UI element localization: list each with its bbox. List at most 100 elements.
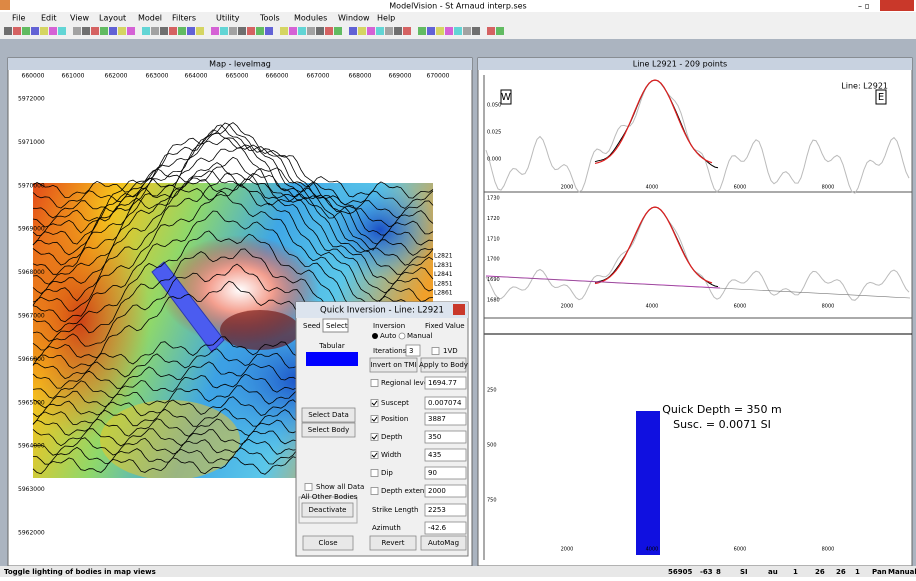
tool-button[interactable] — [82, 27, 90, 35]
button[interactable] — [369, 535, 417, 551]
tool-button[interactable] — [436, 27, 444, 35]
minimize[interactable]: – ▫ — [858, 2, 870, 11]
east-box — [875, 89, 887, 105]
tool-button[interactable] — [325, 27, 333, 35]
tool-button[interactable] — [196, 27, 204, 35]
label: Inversion — [373, 322, 405, 330]
checkbox[interactable] — [370, 433, 379, 441]
tool-button[interactable] — [142, 27, 150, 35]
tool-button[interactable] — [40, 27, 48, 35]
checkbox[interactable] — [370, 469, 379, 477]
tool-button[interactable] — [463, 27, 471, 35]
close-button[interactable] — [880, 0, 914, 11]
button[interactable] — [301, 422, 356, 438]
tool-button[interactable] — [385, 27, 393, 35]
button[interactable] — [301, 502, 354, 518]
button[interactable] — [301, 407, 356, 423]
button[interactable] — [420, 357, 467, 373]
tool-button[interactable] — [211, 27, 219, 35]
checkbox[interactable] — [370, 451, 379, 459]
tool-button[interactable] — [73, 27, 81, 35]
tool-button[interactable] — [487, 27, 495, 35]
tool-button[interactable] — [256, 27, 264, 35]
input[interactable] — [424, 430, 467, 444]
input[interactable] — [424, 448, 467, 462]
tool-button[interactable] — [289, 27, 297, 35]
tool-button[interactable] — [31, 27, 39, 35]
tool-button[interactable] — [178, 27, 186, 35]
menu-item[interactable]: Edit — [41, 14, 57, 23]
tool-button[interactable] — [238, 27, 246, 35]
tool-button[interactable] — [307, 27, 315, 35]
tool-button[interactable] — [22, 27, 30, 35]
menu-item[interactable]: Help — [377, 14, 395, 23]
tool-button[interactable] — [472, 27, 480, 35]
checkbox[interactable] — [431, 347, 440, 355]
menu-item[interactable]: Filters — [172, 14, 196, 23]
tool-button[interactable] — [220, 27, 228, 35]
input[interactable] — [424, 396, 467, 410]
tool-button[interactable] — [454, 27, 462, 35]
radio[interactable] — [372, 333, 378, 339]
menu-item[interactable]: Window — [338, 14, 370, 23]
radio[interactable] — [398, 332, 406, 340]
tool-button[interactable] — [187, 27, 195, 35]
tool-button[interactable] — [403, 27, 411, 35]
tool-button[interactable] — [58, 27, 66, 35]
menu-item[interactable]: Utility — [216, 14, 240, 23]
input[interactable] — [424, 466, 467, 480]
checkbox[interactable] — [370, 415, 379, 423]
tool-button[interactable] — [358, 27, 366, 35]
tool-button[interactable] — [298, 27, 306, 35]
tool-button[interactable] — [334, 27, 342, 35]
tool-button[interactable] — [376, 27, 384, 35]
tool-button[interactable] — [160, 27, 168, 35]
tool-button[interactable] — [265, 27, 273, 35]
menu-item[interactable]: View — [70, 14, 89, 23]
button[interactable] — [369, 357, 418, 373]
button[interactable] — [420, 535, 467, 551]
menu-item[interactable]: Layout — [99, 14, 126, 23]
tool-button[interactable] — [349, 27, 357, 35]
checkbox[interactable] — [370, 379, 379, 387]
menu-item[interactable]: Modules — [294, 14, 327, 23]
tool-button[interactable] — [109, 27, 117, 35]
group-box — [298, 496, 358, 524]
tool-button[interactable] — [280, 27, 288, 35]
tool-button[interactable] — [367, 27, 375, 35]
checkbox[interactable] — [304, 483, 313, 491]
tool-button[interactable] — [427, 27, 435, 35]
tool-button[interactable] — [127, 27, 135, 35]
tool-button[interactable] — [445, 27, 453, 35]
tool-button[interactable] — [316, 27, 324, 35]
input[interactable] — [424, 376, 467, 390]
input[interactable] — [424, 484, 467, 498]
menu-item[interactable]: Model — [138, 14, 162, 23]
tool-button[interactable] — [100, 27, 108, 35]
menu-item[interactable]: File — [12, 14, 25, 23]
tool-button[interactable] — [49, 27, 57, 35]
tool-button[interactable] — [169, 27, 177, 35]
tool-button[interactable] — [229, 27, 237, 35]
button[interactable] — [302, 535, 354, 551]
select-tab[interactable] — [322, 318, 349, 333]
tool-button[interactable] — [13, 27, 21, 35]
tool-button[interactable] — [4, 27, 12, 35]
tool-button[interactable] — [91, 27, 99, 35]
tool-button[interactable] — [151, 27, 159, 35]
profile-curves — [485, 79, 911, 301]
tool-button[interactable] — [394, 27, 402, 35]
input[interactable] — [405, 344, 421, 357]
tool-button[interactable] — [418, 27, 426, 35]
checkbox[interactable] — [370, 399, 379, 407]
tool-button[interactable] — [496, 27, 504, 35]
dialog-close[interactable] — [453, 304, 465, 315]
menu-item[interactable]: Tools — [259, 14, 280, 23]
tool-button[interactable] — [118, 27, 126, 35]
model-body[interactable] — [151, 261, 225, 353]
input[interactable] — [424, 503, 467, 517]
input[interactable] — [424, 521, 467, 535]
input[interactable] — [424, 412, 467, 426]
checkbox[interactable] — [370, 487, 379, 495]
tool-button[interactable] — [247, 27, 255, 35]
